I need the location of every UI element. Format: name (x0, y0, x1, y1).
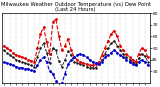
Title: Milwaukee Weather Outdoor Temperature (vs) Dew Point (Last 24 Hours): Milwaukee Weather Outdoor Temperature (v… (1, 2, 151, 12)
